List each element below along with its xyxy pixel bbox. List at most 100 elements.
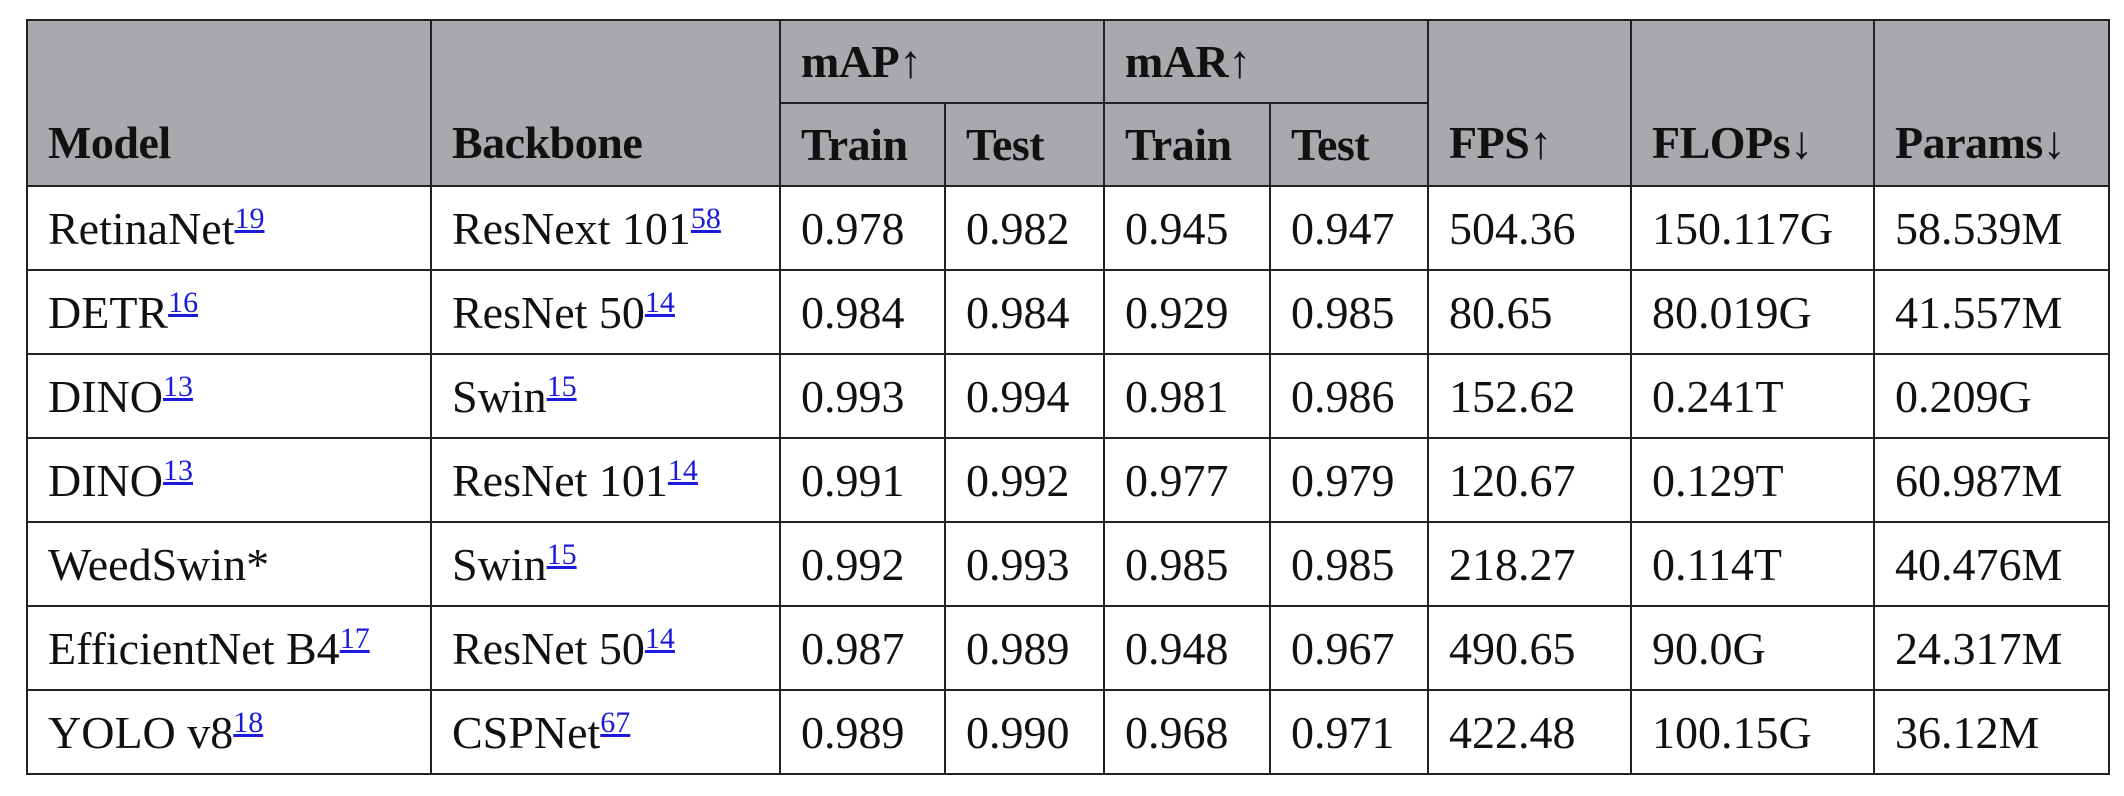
backbone-citation: 58 <box>691 202 721 235</box>
citation-link[interactable]: 18 <box>233 705 264 739</box>
cell-params: 41.557M <box>1873 269 2111 355</box>
backbone-name: CSPNet <box>452 706 601 758</box>
model-name: YOLO v8 <box>48 706 234 758</box>
cell-flops: 150.117G <box>1630 185 1876 271</box>
backbone-name: ResNet 50 <box>452 622 645 674</box>
cell-backbone: ResNext 10158 <box>430 185 781 271</box>
cell-backbone: ResNet 5014 <box>430 605 781 691</box>
backbone-name: ResNet 101 <box>452 454 668 506</box>
cell-mar-test: 0.947 <box>1269 185 1430 271</box>
cell-model: DETR16 <box>26 269 432 355</box>
cell-map-test: 0.993 <box>943 521 1106 607</box>
citation-link[interactable]: 15 <box>546 537 577 571</box>
cell-mar-train: 0.945 <box>1103 185 1272 271</box>
cell-model: EfficientNet B417 <box>26 605 432 691</box>
cell-flops: 0.241T <box>1630 353 1876 439</box>
cell-fps: 120.67 <box>1427 437 1633 523</box>
cell-mar-train: 0.977 <box>1103 437 1272 523</box>
cell-mar-train: 0.948 <box>1103 605 1272 691</box>
cell-mar-test: 0.979 <box>1269 437 1430 523</box>
cell-map-test: 0.982 <box>943 185 1106 271</box>
cell-flops: 0.129T <box>1630 437 1876 523</box>
header-row-bottom: Train Test Train Test <box>27 102 2109 187</box>
cell-map-train: 0.987 <box>779 605 946 691</box>
cell-model: WeedSwin* <box>26 521 432 607</box>
model-citation: 18 <box>233 706 263 739</box>
cell-map-test: 0.990 <box>943 689 1106 775</box>
cell-fps: 80.65 <box>1427 269 1633 355</box>
table-row: YOLO v818 CSPNet67 0.989 0.990 0.968 0.9… <box>26 689 2111 775</box>
cell-mar-test: 0.971 <box>1269 689 1430 775</box>
cell-backbone: Swin15 <box>430 521 781 607</box>
cell-model: DINO13 <box>26 437 432 523</box>
header-row-top: Model Backbone mAP↑ mAR↑ FPS↑ FLOPs↓ Par… <box>26 19 2111 187</box>
citation-link[interactable]: 17 <box>339 621 370 655</box>
table-row: DINO13 Swin15 0.993 0.994 0.981 0.986 15… <box>26 353 2111 439</box>
cell-fps: 218.27 <box>1427 521 1633 607</box>
citation-link[interactable]: 13 <box>162 369 193 403</box>
model-citation: 16 <box>168 286 198 319</box>
header-flops: FLOPs↓ <box>1630 19 1876 187</box>
cell-fps: 422.48 <box>1427 689 1633 775</box>
cell-mar-test: 0.985 <box>1269 521 1430 607</box>
backbone-name: Swin <box>452 538 547 590</box>
backbone-citation: 14 <box>645 622 675 655</box>
model-name: DINO <box>48 370 163 422</box>
backbone-name: Swin <box>452 370 547 422</box>
cell-mar-test: 0.985 <box>1269 269 1430 355</box>
cell-map-train: 0.991 <box>779 437 946 523</box>
citation-link[interactable]: 19 <box>234 201 265 235</box>
cell-backbone: ResNet 10114 <box>430 437 781 523</box>
cell-params: 40.476M <box>1873 521 2111 607</box>
cell-params: 0.209G <box>1873 353 2111 439</box>
cell-params: 24.317M <box>1873 605 2111 691</box>
citation-link[interactable]: 58 <box>690 201 721 235</box>
citation-link[interactable]: 14 <box>667 453 698 487</box>
backbone-citation: 14 <box>668 454 698 487</box>
citation-link[interactable]: 15 <box>546 369 577 403</box>
header-mar-test: Test <box>1269 102 1430 187</box>
cell-mar-train: 0.981 <box>1103 353 1272 439</box>
cell-backbone: Swin15 <box>430 353 781 439</box>
backbone-citation: 14 <box>645 286 675 319</box>
cell-params: 36.12M <box>1873 689 2111 775</box>
table-row: DINO13 ResNet 10114 0.991 0.992 0.977 0.… <box>26 437 2111 523</box>
cell-map-test: 0.994 <box>943 353 1106 439</box>
cell-params: 60.987M <box>1873 437 2111 523</box>
citation-link[interactable]: 67 <box>600 705 631 739</box>
cell-map-test: 0.992 <box>943 437 1106 523</box>
cell-map-train: 0.984 <box>779 269 946 355</box>
header-model: Model <box>26 19 432 187</box>
cell-map-test: 0.989 <box>943 605 1106 691</box>
backbone-name: ResNext 101 <box>452 202 691 254</box>
cell-mar-train: 0.985 <box>1103 521 1272 607</box>
header-mar-train: Train <box>1103 102 1272 187</box>
cell-flops: 90.0G <box>1630 605 1876 691</box>
citation-link[interactable]: 14 <box>644 285 675 319</box>
header-backbone: Backbone <box>430 19 781 187</box>
cell-model: YOLO v818 <box>26 689 432 775</box>
cell-mar-train: 0.968 <box>1103 689 1272 775</box>
cell-backbone: ResNet 5014 <box>430 269 781 355</box>
header-fps: FPS↑ <box>1427 19 1633 187</box>
model-name: WeedSwin* <box>48 538 270 590</box>
cell-flops: 100.15G <box>1630 689 1876 775</box>
table-row: WeedSwin* Swin15 0.992 0.993 0.985 0.985… <box>26 521 2111 607</box>
cell-backbone: CSPNet67 <box>430 689 781 775</box>
cell-map-train: 0.993 <box>779 353 946 439</box>
model-citation: 13 <box>163 370 193 403</box>
citation-link[interactable]: 14 <box>644 621 675 655</box>
table-row: EfficientNet B417 ResNet 5014 0.987 0.98… <box>26 605 2111 691</box>
cell-map-test: 0.984 <box>943 269 1106 355</box>
cell-map-train: 0.992 <box>779 521 946 607</box>
cell-flops: 0.114T <box>1630 521 1876 607</box>
cell-fps: 152.62 <box>1427 353 1633 439</box>
table-row: DETR16 ResNet 5014 0.984 0.984 0.929 0.9… <box>26 269 2111 355</box>
citation-link[interactable]: 16 <box>168 285 199 319</box>
table-header: Model Backbone mAP↑ mAR↑ FPS↑ FLOPs↓ Par… <box>26 19 2111 187</box>
model-citation: 19 <box>235 202 265 235</box>
cell-map-train: 0.989 <box>779 689 946 775</box>
cell-flops: 80.019G <box>1630 269 1876 355</box>
citation-link[interactable]: 13 <box>162 453 193 487</box>
header-map: mAP↑ <box>778 19 1106 104</box>
